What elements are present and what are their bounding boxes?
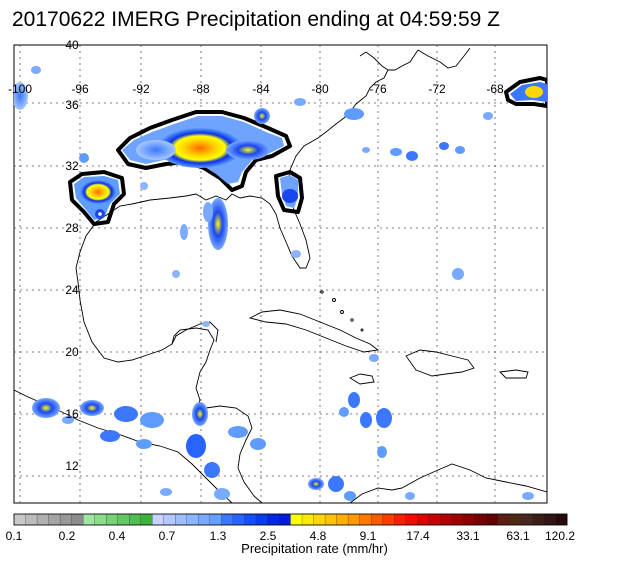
colorbar-swatch <box>129 513 142 526</box>
colorbar-swatch <box>382 513 395 526</box>
colorbar-tick-label: 0.2 <box>59 529 76 543</box>
colorbar-swatch <box>394 513 407 526</box>
colorbar-swatch <box>555 513 568 526</box>
lon-label: -92 <box>132 82 150 96</box>
colorbar-tick-label: 0.1 <box>6 529 23 543</box>
colorbar-swatch <box>543 513 556 526</box>
colorbar-swatch <box>313 513 326 526</box>
lon-label: -76 <box>369 82 387 96</box>
colorbar-swatch <box>267 513 280 526</box>
colorbar-tick-label: 17.4 <box>406 529 430 543</box>
colorbar-swatch <box>497 513 510 526</box>
colorbar-swatch <box>152 513 165 526</box>
colorbar-tick-label: 63.1 <box>506 529 530 543</box>
lat-label: 24 <box>65 283 79 297</box>
colorbar-swatch <box>463 513 476 526</box>
colorbar-swatch <box>221 513 234 526</box>
lat-label: 36 <box>65 98 79 112</box>
colorbar-swatch <box>36 513 50 526</box>
colorbar-swatch <box>301 513 314 526</box>
lat-label: 28 <box>65 221 79 235</box>
lat-label: 16 <box>65 407 79 421</box>
lat-label: 20 <box>65 345 79 359</box>
colorbar-tick-label: 120.2 <box>545 529 575 543</box>
colorbar-swatch <box>336 513 349 526</box>
colorbar-swatch <box>94 513 107 526</box>
lon-label: -96 <box>71 82 89 96</box>
colorbar-tick-label: 4.8 <box>310 529 327 543</box>
colorbar-tick-label: 9.1 <box>360 529 377 543</box>
lat-label: 12 <box>65 459 79 473</box>
colorbar-swatch <box>209 513 222 526</box>
colorbar-swatch <box>486 513 499 526</box>
colorbar-swatch <box>232 513 245 526</box>
colorbar-swatch <box>255 513 268 526</box>
colorbar-swatch <box>440 513 453 526</box>
colorbar-swatch <box>520 513 533 526</box>
colorbar <box>13 513 568 526</box>
lon-label: -80 <box>311 82 329 96</box>
colorbar-swatch <box>347 513 361 526</box>
colorbar-swatch <box>106 513 119 526</box>
colorbar-swatch <box>71 513 84 526</box>
colorbar-swatch <box>175 513 188 526</box>
colorbar-swatch <box>451 513 464 526</box>
colorbar-swatch <box>13 513 26 526</box>
colorbar-ticks: 0.1 0.2 0.4 0.7 1.3 2.5 4.8 9.1 17.4 33.… <box>6 529 576 543</box>
lon-label: -88 <box>192 82 210 96</box>
colorbar-swatch <box>405 513 418 526</box>
colorbar-swatch <box>428 513 441 526</box>
colorbar-tick-label: 33.1 <box>456 529 480 543</box>
colorbar-swatch <box>244 513 257 526</box>
colorbar-swatch <box>359 513 372 526</box>
lon-label: -100 <box>8 82 32 96</box>
lon-label: -72 <box>428 82 446 96</box>
colorbar-swatch <box>163 513 176 526</box>
graticule <box>14 45 547 503</box>
colorbar-swatch <box>59 513 73 526</box>
colorbar-swatch <box>198 513 211 526</box>
lon-label: -68 <box>486 82 504 96</box>
colorbar-swatch <box>186 513 199 526</box>
colorbar-swatch <box>82 513 96 526</box>
lat-label: 32 <box>65 159 79 173</box>
colorbar-swatch <box>140 513 153 526</box>
colorbar-tick-label: 2.5 <box>260 529 277 543</box>
lon-label: -84 <box>252 82 270 96</box>
colorbar-frame <box>13 513 568 526</box>
precipitation-cells <box>14 66 547 501</box>
colorbar-swatch <box>25 513 38 526</box>
colorbar-swatch <box>48 513 61 526</box>
lat-label: 40 <box>65 38 79 52</box>
colorbar-tick-label: 0.4 <box>109 529 126 543</box>
colorbar-swatch <box>532 513 545 526</box>
colorbar-swatch <box>474 513 487 526</box>
colorbar-swatch <box>324 513 338 526</box>
colorbar-swatch <box>278 513 291 526</box>
map-title: 20170622 IMERG Precipitation ending at 0… <box>12 8 500 31</box>
map-frame <box>13 44 548 504</box>
colorbar-swatch <box>370 513 384 526</box>
colorbar-swatch <box>117 513 130 526</box>
colorbar-swatch <box>509 513 522 526</box>
colorbar-swatch <box>290 513 303 526</box>
colorbar-tick-label: 0.7 <box>159 529 176 543</box>
colorbar-title: Precipitation rate (mm/hr) <box>241 541 388 556</box>
colorbar-tick-label: 1.3 <box>210 529 227 543</box>
colorbar-swatch <box>417 513 430 526</box>
